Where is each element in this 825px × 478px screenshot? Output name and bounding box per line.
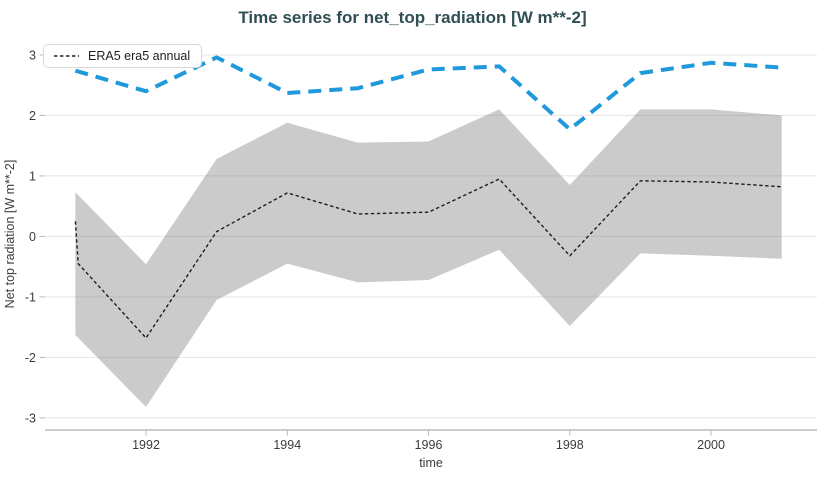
legend-label: ERA5 era5 annual: [88, 49, 191, 63]
x-axis-title: time: [419, 456, 443, 470]
y-tick-label: 3: [29, 48, 36, 62]
y-tick-label: -1: [25, 290, 36, 304]
uncertainty-band: [75, 109, 782, 408]
x-tick-label: 2000: [697, 438, 725, 452]
blue-dashed-series-line: [74, 55, 782, 132]
x-tick-label: 1996: [415, 438, 443, 452]
y-tick-label: 0: [29, 230, 36, 244]
y-tick-label: -3: [25, 411, 36, 425]
x-tick-label: 1992: [132, 438, 160, 452]
y-axis-title: Net top radiation [W m**-2]: [3, 160, 17, 309]
legend[interactable]: ERA5 era5 annual: [43, 44, 203, 68]
era5-annual-mean-line: [74, 178, 782, 339]
y-tick-label: 2: [29, 109, 36, 123]
dashed-line-sample: [54, 55, 79, 57]
x-tick-label: 1994: [273, 438, 301, 452]
y-tick-label: 1: [29, 169, 36, 183]
y-tick-label: -2: [25, 351, 36, 365]
chart-title: Time series for net_top_radiation [W m**…: [238, 8, 587, 27]
x-tick-label: 1998: [556, 438, 584, 452]
